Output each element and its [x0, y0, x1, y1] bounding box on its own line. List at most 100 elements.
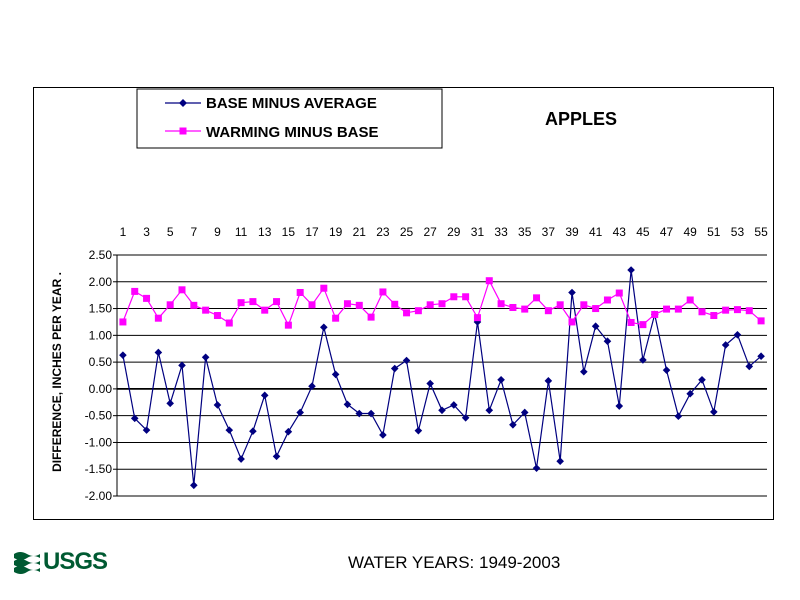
- x-tick-label: 11: [235, 225, 248, 239]
- point-warming-minus-base: [497, 300, 505, 308]
- x-tick-label: 19: [329, 225, 343, 239]
- point-base-minus-average: [497, 375, 505, 384]
- point-base-minus-average: [343, 400, 352, 409]
- x-tick-label: 21: [353, 225, 367, 239]
- point-warming-minus-base: [450, 293, 458, 301]
- point-base-minus-average: [544, 377, 553, 385]
- y-tick-label: -1.00: [85, 435, 113, 449]
- x-tick-label: 37: [542, 225, 556, 239]
- point-warming-minus-base: [639, 321, 647, 329]
- point-base-minus-average: [556, 457, 564, 465]
- point-warming-minus-base: [249, 298, 257, 306]
- point-warming-minus-base: [615, 289, 623, 297]
- point-base-minus-average: [201, 353, 210, 362]
- point-base-minus-average: [213, 401, 222, 409]
- y-tick-label: 2.00: [89, 275, 113, 289]
- point-base-minus-average: [520, 408, 529, 417]
- x-tick-label: 5: [167, 225, 174, 239]
- point-warming-minus-base: [603, 296, 611, 304]
- legend-marker-base: [179, 99, 187, 107]
- point-base-minus-average: [745, 362, 754, 371]
- x-tick-label: 53: [731, 225, 745, 239]
- point-warming-minus-base: [154, 314, 162, 322]
- point-warming-minus-base: [273, 298, 281, 306]
- x-tick-labels: 1 3 5 7 9 11 13 15 17 19 21 23 25 27 29 31 33 35 37 39 41 43 4…: [120, 225, 769, 239]
- point-base-minus-average: [733, 330, 742, 339]
- footer-caption: WATER YEARS: 1949-2003: [348, 553, 561, 572]
- point-base-minus-average: [450, 401, 458, 409]
- x-tick-label: 43: [613, 225, 627, 239]
- point-base-minus-average: [225, 426, 234, 434]
- point-base-minus-average: [580, 367, 588, 376]
- point-base-minus-average: [426, 379, 434, 388]
- point-warming-minus-base: [473, 314, 481, 322]
- y-tick-labels: 2.50 2.00 1.50 1.00 0.50 0.00 -0.50 -1.00 -1.50 -…: [85, 248, 113, 503]
- x-tick-label: 15: [282, 225, 296, 239]
- point-warming-minus-base: [698, 308, 706, 316]
- legend-label-warming: WARMING MINUS BASE: [206, 124, 379, 141]
- point-base-minus-average: [390, 364, 399, 373]
- point-warming-minus-base: [757, 317, 765, 325]
- x-tick-label: 29: [447, 225, 461, 239]
- point-warming-minus-base: [580, 301, 588, 309]
- point-warming-minus-base: [143, 294, 151, 302]
- x-tick-label: 3: [143, 225, 150, 239]
- point-warming-minus-base: [202, 306, 210, 314]
- point-warming-minus-base: [391, 300, 399, 308]
- chart-frame: BASE MINUS AVERAGE WARMING MINUS BASE AP…: [33, 87, 774, 520]
- point-base-minus-average: [296, 408, 304, 417]
- point-base-minus-average: [438, 406, 446, 415]
- point-warming-minus-base: [722, 306, 730, 314]
- point-base-minus-average: [355, 409, 364, 418]
- point-warming-minus-base: [213, 312, 221, 320]
- grid: [113, 254, 767, 497]
- point-warming-minus-base: [521, 305, 529, 313]
- point-warming-minus-base: [651, 310, 659, 318]
- x-tick-label: 17: [305, 225, 319, 239]
- point-warming-minus-base: [343, 300, 351, 308]
- point-base-minus-average: [568, 288, 576, 297]
- point-warming-minus-base: [403, 309, 411, 317]
- point-base-minus-average: [639, 356, 647, 364]
- legend: BASE MINUS AVERAGE WARMING MINUS BASE: [136, 88, 443, 149]
- x-tick-label: 33: [494, 225, 508, 239]
- y-tick-label: 0.50: [89, 355, 113, 369]
- point-base-minus-average: [710, 408, 718, 416]
- point-warming-minus-base: [438, 300, 446, 308]
- point-warming-minus-base: [745, 307, 753, 315]
- point-warming-minus-base: [509, 303, 517, 311]
- y-tick-label: 1.00: [89, 328, 113, 342]
- point-warming-minus-base: [190, 301, 198, 309]
- point-base-minus-average: [119, 351, 127, 359]
- point-base-minus-average: [461, 414, 470, 422]
- point-warming-minus-base: [166, 301, 174, 309]
- point-warming-minus-base: [320, 284, 328, 292]
- point-base-minus-average: [367, 409, 375, 418]
- point-warming-minus-base: [544, 307, 552, 315]
- point-warming-minus-base: [284, 321, 292, 329]
- x-tick-label: 9: [214, 225, 221, 239]
- point-base-minus-average: [662, 366, 671, 374]
- apples-chart: BASE MINUS AVERAGE WARMING MINUS BASE AP…: [50, 88, 769, 503]
- point-base-minus-average: [509, 420, 517, 429]
- point-warming-minus-base: [119, 318, 127, 326]
- point-base-minus-average: [237, 455, 245, 463]
- point-warming-minus-base: [237, 299, 245, 307]
- point-warming-minus-base: [710, 312, 718, 320]
- x-tick-label: 31: [471, 225, 485, 239]
- x-tick-label: 1: [120, 225, 127, 239]
- point-base-minus-average: [603, 337, 612, 346]
- x-tick-label: 55: [754, 225, 768, 239]
- point-base-minus-average: [402, 356, 411, 365]
- point-base-minus-average: [698, 375, 706, 384]
- point-base-minus-average: [591, 322, 600, 331]
- point-base-minus-average: [615, 402, 624, 410]
- chart-title: APPLES: [545, 109, 617, 129]
- x-tick-label: 23: [376, 225, 390, 239]
- point-warming-minus-base: [627, 318, 635, 326]
- point-base-minus-average: [178, 361, 186, 370]
- legend-label-base: BASE MINUS AVERAGE: [206, 95, 377, 112]
- point-base-minus-average: [249, 427, 257, 435]
- point-warming-minus-base: [308, 301, 316, 309]
- point-warming-minus-base: [131, 287, 139, 295]
